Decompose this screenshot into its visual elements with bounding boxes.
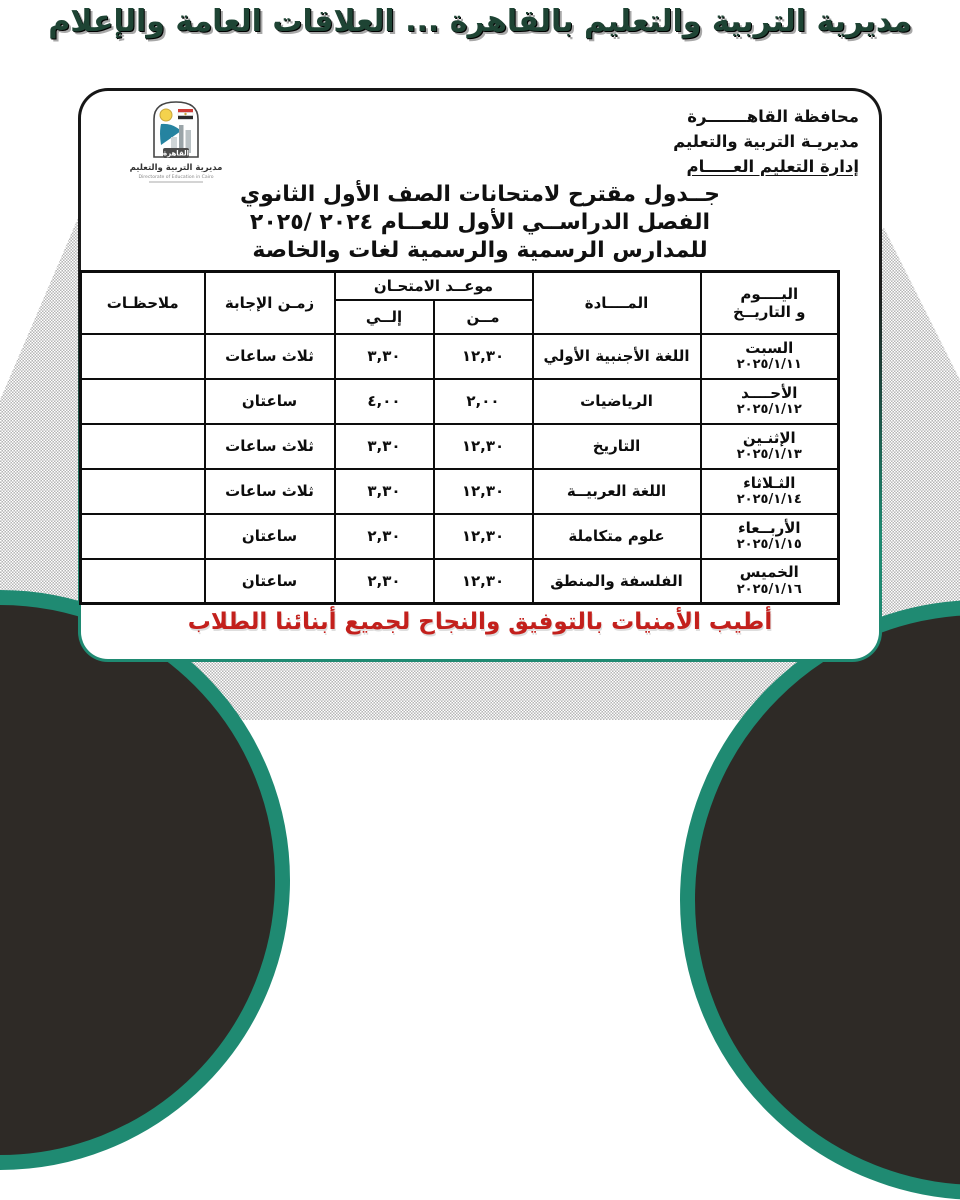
day-date: ٢٠٢٥/١/١٢	[736, 401, 802, 417]
day-date: ٢٠٢٥/١/١١	[736, 356, 802, 372]
table-row: الأربــعاء ٢٠٢٥/١/١٥ علوم متكاملة ١٢,٣٠ ٢,٣٠…	[79, 512, 840, 560]
subject-cell: التاريخ	[531, 422, 702, 470]
document-title-line1: جــدول مقترح لامتحانات الصف الأول الثانو…	[240, 182, 720, 207]
cairo-cartouche: القاهرة	[163, 148, 189, 158]
day-date-cell: الثـلاثاء ٢٠٢٥/١/١٤	[699, 467, 840, 515]
header-subject: المــــادة	[531, 270, 702, 335]
to-time-cell: ٣,٣٠	[333, 422, 435, 470]
day-name: الأربــعاء	[737, 518, 801, 537]
header-row-2: مــن إلــي	[81, 298, 839, 335]
logo-caption-en: Directorate of Education in Cairo	[138, 174, 213, 180]
buildings-icon	[171, 125, 191, 153]
day-name: الخميس	[739, 563, 799, 582]
to-time-cell: ٢,٣٠	[333, 557, 435, 605]
exam-table-body: السبت ٢٠٢٥/١/١١ اللغة الأجنبية الأولي ١٢,٣٠…	[79, 332, 840, 605]
document-title-line2: الفصل الدراســي الأول للعــام ٢٠٢٤ /٢٠٢٥	[249, 210, 711, 236]
table-row: الخميس ٢٠٢٥/١/١٦ الفلسفة والمنطق ١٢,٣٠ ٢,٣٠ س…	[79, 557, 840, 605]
from-time-cell: ١٢,٣٠	[432, 557, 534, 605]
duration-cell: ثلاث ساعات	[203, 422, 336, 470]
day-name: السبت	[745, 338, 794, 357]
notes-cell	[79, 557, 206, 605]
table-row: الإثنـين ٢٠٢٥/١/١٣ التاريخ ١٢,٣٠ ٣,٣٠ ثلاث سا…	[79, 422, 840, 470]
day-date: ٢٠٢٥/١/١٦	[736, 581, 802, 597]
document-title-line3: للمدارس الرسمية والرسمية لغات والخاصة	[252, 238, 708, 264]
document-card: القاهرة مديرية التربية والتعليم Director…	[79, 91, 879, 659]
from-time-cell: ١٢,٣٠	[432, 512, 534, 560]
notes-cell	[79, 332, 206, 380]
letterhead: محافظة القاهـــــــرة مديريـة التربية وا…	[673, 105, 859, 179]
document-card-frame: القاهرة مديرية التربية والتعليم Director…	[78, 88, 882, 662]
from-time-cell: ١٢,٣٠	[432, 422, 534, 470]
letterhead-line-administration: إدارة التعليم العـــــام	[686, 156, 859, 176]
subject-cell: الفلسفة والمنطق	[531, 557, 702, 605]
cairo-education-logo-icon: القاهرة مديرية التربية والتعليم Director…	[130, 101, 223, 183]
header-day-line2: و التاريــخ	[733, 302, 806, 321]
svg-text:القاهرة: القاهرة	[163, 150, 189, 158]
to-time-cell: ٣,٣٠	[333, 332, 435, 380]
to-time-cell: ٣,٣٠	[333, 467, 435, 515]
table-row: الأحــــد ٢٠٢٥/١/١٢ الرياضيات ٢,٠٠ ٤,٠٠ ساعتا…	[79, 377, 840, 425]
logo-caption-ar: مديرية التربية والتعليم	[130, 163, 223, 173]
subject-cell: اللغة الأجنبية الأولي	[531, 332, 702, 380]
page-title: مديرية التربية والتعليم بالقاهرة ... الع…	[48, 4, 912, 39]
duration-cell: ساعتان	[203, 512, 336, 560]
letterhead-line-directorate: مديريـة التربية والتعليم	[673, 131, 859, 151]
header-to: إلــي	[333, 298, 435, 335]
day-date-cell: الإثنـين ٢٠٢٥/١/١٣	[699, 422, 840, 470]
sail-icon	[160, 123, 181, 145]
directorate-logo: القاهرة مديرية التربية والتعليم Director…	[121, 97, 231, 189]
header-day-date: اليــــوم و التاريــخ	[699, 270, 840, 335]
header-duration: زمـن الإجابة	[203, 270, 336, 335]
day-name: الأحــــد	[741, 383, 798, 402]
subject-cell: علوم متكاملة	[531, 512, 702, 560]
day-name: الثـلاثاء	[743, 473, 796, 492]
footer-wish: أطيب الأمنيات بالتوفيق والنجاح لجميع أبن…	[187, 609, 773, 635]
from-time-cell: ١٢,٣٠	[432, 467, 534, 515]
day-date: ٢٠٢٥/١/١٤	[736, 491, 802, 507]
day-name: الإثنـين	[742, 428, 796, 447]
sun-icon	[159, 108, 173, 122]
table-row: السبت ٢٠٢٥/١/١١ اللغة الأجنبية الأولي ١٢,٣٠…	[79, 332, 840, 380]
duration-cell: ساعتان	[203, 377, 336, 425]
notes-cell	[79, 512, 206, 560]
notes-cell	[79, 377, 206, 425]
duration-cell: ثلاث ساعات	[203, 467, 336, 515]
document-title: جــدول مقترح لامتحانات الصف الأول الثانو…	[81, 181, 879, 265]
day-date-cell: الأربــعاء ٢٠٢٥/١/١٥	[699, 512, 840, 560]
day-date-cell: السبت ٢٠٢٥/١/١١	[699, 332, 840, 380]
notes-cell	[79, 467, 206, 515]
header-from: مــن	[432, 298, 534, 335]
day-date-cell: الخميس ٢٠٢٥/١/١٦	[699, 557, 840, 605]
duration-cell: ساعتان	[203, 557, 336, 605]
subject-cell: اللغة العربيــة	[531, 467, 702, 515]
day-date: ٢٠٢٥/١/١٥	[736, 536, 802, 552]
notes-cell	[79, 422, 206, 470]
to-time-cell: ٤,٠٠	[333, 377, 435, 425]
table-row: الثـلاثاء ٢٠٢٥/١/١٤ اللغة العربيــة ١٢,٣٠ ٣,…	[79, 467, 840, 515]
day-date-cell: الأحــــد ٢٠٢٥/١/١٢	[699, 377, 840, 425]
from-time-cell: ٢,٠٠	[432, 377, 534, 425]
header-row-1: اليــــوم و التاريــخ المــــادة موعــد …	[79, 270, 840, 335]
duration-cell: ثلاث ساعات	[203, 332, 336, 380]
header-exam-time: موعــد الامتحـان	[333, 270, 534, 301]
to-time-cell: ٢,٣٠	[333, 512, 435, 560]
header-day-line1: اليــــوم	[740, 284, 799, 303]
day-date: ٢٠٢٥/١/١٣	[736, 446, 802, 462]
from-time-cell: ١٢,٣٠	[432, 332, 534, 380]
exam-schedule-table: اليــــوم و التاريــخ المــــادة موعــد …	[79, 270, 840, 605]
letterhead-line-governorate: محافظة القاهـــــــرة	[687, 107, 859, 126]
subject-cell: الرياضيات	[531, 377, 702, 425]
egypt-flag-icon	[177, 109, 194, 120]
header-notes: ملاحظـات	[79, 270, 206, 335]
